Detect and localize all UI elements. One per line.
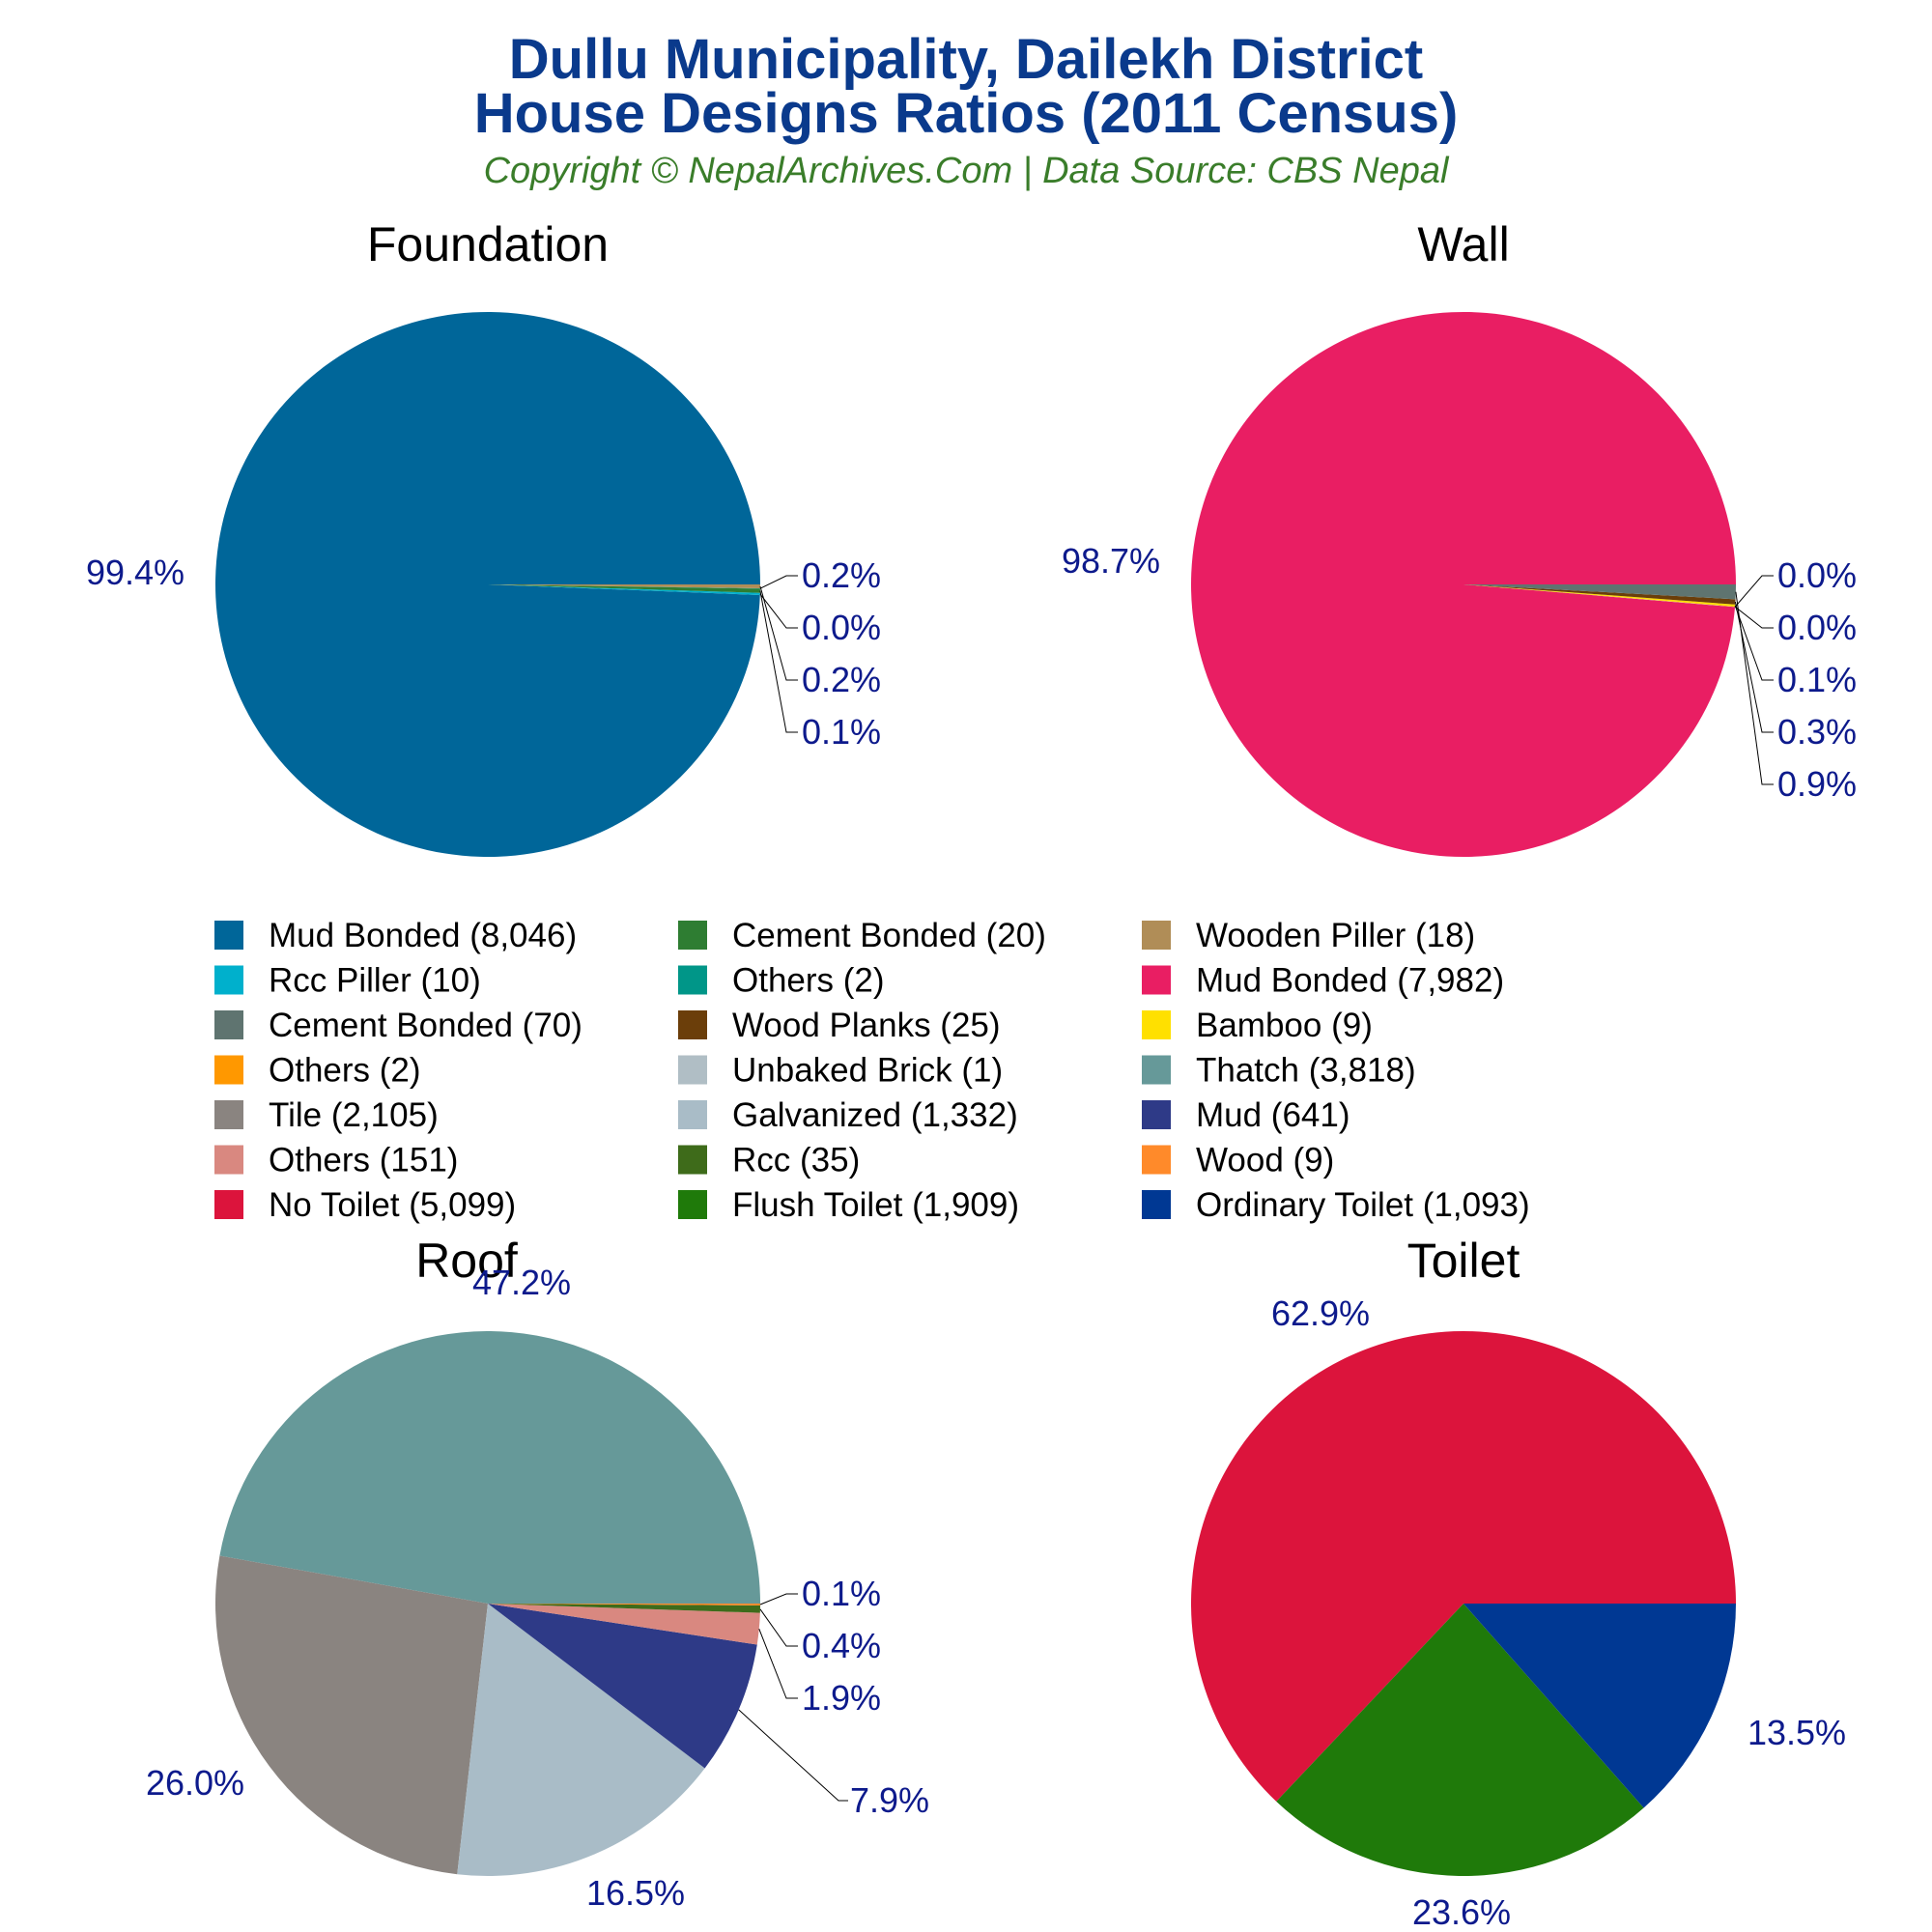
pie-slice-toilet-1 (1276, 1604, 1644, 1876)
pie-slice-wall-3 (1463, 584, 1736, 607)
pie-title-wall: Wall (1417, 217, 1509, 271)
pie-slice-wall-2 (1463, 584, 1736, 608)
pie-pct-label-foundation-0: 99.4% (86, 553, 185, 592)
pie-pct-label-roof-3: 7.9% (850, 1780, 929, 1820)
pie-slice-wall-4 (1463, 584, 1736, 605)
pie-pct-label-roof-5: 0.4% (802, 1626, 881, 1665)
pie-leader-line (759, 1608, 798, 1647)
pie-leader-line (759, 593, 798, 629)
pie-slice-roof-5 (488, 1604, 760, 1613)
pie-pct-label-wall-5: 0.9% (1777, 764, 1857, 804)
pie-slice-toilet-0 (1191, 1331, 1736, 1802)
pie-pct-label-wall-0: 98.7% (1062, 541, 1160, 581)
pie-slice-roof-0 (219, 1330, 761, 1604)
pie-leader-line (759, 575, 798, 589)
pie-pct-label-wall-2: 0.0% (1777, 608, 1857, 647)
pie-pct-label-wall-1: 0.0% (1777, 555, 1857, 595)
pie-leader-line (759, 585, 798, 681)
pie-pct-label-foundation-2: 0.1% (802, 712, 881, 752)
pie-leader-line (759, 1593, 798, 1605)
pie-slice-foundation-1 (488, 584, 760, 595)
pie-pct-label-foundation-1: 0.0% (802, 608, 881, 647)
pie-pct-label-roof-0: 47.2% (472, 1263, 571, 1302)
pie-slice-roof-1 (214, 1555, 488, 1875)
pie-slice-roof-3 (488, 1604, 757, 1769)
pie-wall: Wall 98.7% 0.0% 0.0% 0.1% 0.3% 0.9% (1062, 217, 1857, 858)
pie-slice-foundation-3 (488, 584, 760, 589)
pie-pct-label-roof-6: 0.1% (802, 1574, 881, 1613)
pie-title-foundation: Foundation (367, 217, 609, 271)
pie-slice-roof-2 (457, 1604, 705, 1877)
pie-pct-label-toilet-2: 13.5% (1747, 1713, 1846, 1752)
pie-pct-label-foundation-3: 0.2% (802, 555, 881, 595)
pie-pct-label-toilet-0: 62.9% (1271, 1293, 1370, 1333)
pie-toilet: Toilet 62.9% 23.6% 13.5% (1191, 1234, 1846, 1932)
pie-slice-foundation-0 (215, 312, 760, 858)
chart-title-line2: House Designs Ratios (2011 Census) (473, 82, 1459, 145)
pie-pct-label-roof-1: 26.0% (146, 1763, 244, 1803)
pie-leader-line (1734, 601, 1774, 733)
pie-foundation: Foundation 99.4% 0.2% 0.0% 0.2% 0.1% (86, 217, 881, 858)
pie-slice-foundation-4 (488, 584, 760, 588)
pie-leader-line (758, 1628, 798, 1699)
pie-slice-toilet-2 (1463, 1604, 1736, 1808)
pie-leader-line (1734, 575, 1774, 608)
pie-pct-label-roof-4: 1.9% (802, 1678, 881, 1718)
pie-pct-label-roof-2: 16.5% (586, 1873, 685, 1913)
pie-slice-foundation-2 (488, 584, 760, 593)
pie-pct-label-foundation-4: 0.2% (802, 660, 881, 699)
chart-title-line1: Dullu Municipality, Dailekh District (508, 28, 1424, 91)
pie-leader-line (1735, 591, 1774, 785)
pie-pct-label-toilet-1: 23.6% (1412, 1892, 1511, 1932)
pie-slice-wall-0 (1191, 312, 1736, 858)
pie-slice-roof-4 (488, 1604, 760, 1645)
pie-pct-label-wall-3: 0.1% (1777, 660, 1857, 699)
pie-slice-roof-6 (488, 1604, 760, 1605)
pie-leader-line (1734, 605, 1774, 681)
pie-slice-wall-5 (1463, 584, 1736, 600)
pie-title-toilet: Toilet (1407, 1234, 1520, 1288)
pie-leader-line (738, 1709, 848, 1802)
pie-leader-line (759, 590, 798, 733)
pie-leader-line (1734, 606, 1774, 629)
copyright-subtitle: Copyright © NepalArchives.Com | Data Sou… (483, 151, 1449, 191)
pie-pct-label-wall-4: 0.3% (1777, 712, 1857, 752)
pie-title-roof: Roof (415, 1234, 518, 1288)
pie-slice-wall-1 (1463, 584, 1736, 608)
